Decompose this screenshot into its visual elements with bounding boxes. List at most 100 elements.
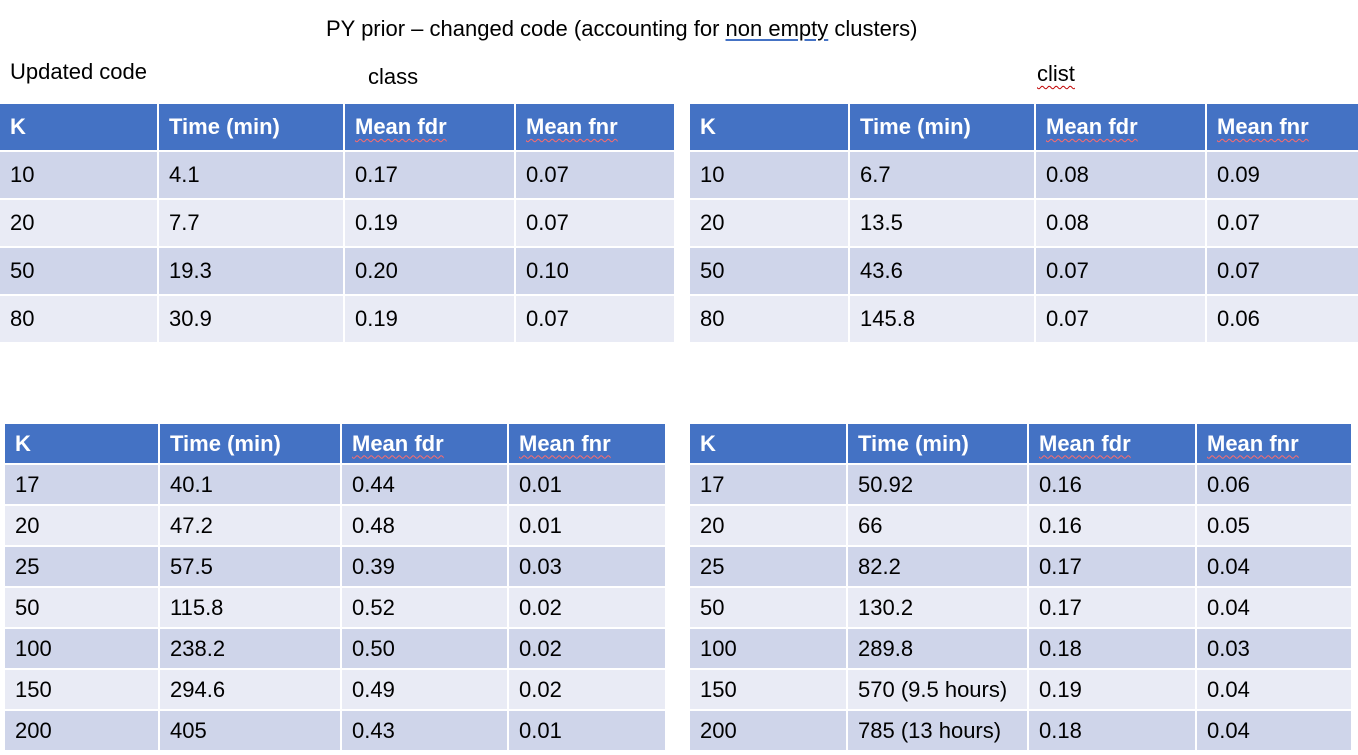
cell-k: 200 [3,709,160,752]
header-time: Time (min) [158,422,342,465]
cell-mean-fdr: 0.50 [340,627,509,670]
table-row: 20 47.2 0.48 0.01 [3,504,667,547]
cell-time: 30.9 [157,294,345,344]
cell-k: 20 [688,198,850,248]
cell-mean-fdr: 0.44 [340,463,509,506]
header-mean-fnr: Mean fnr [507,422,667,465]
cell-k: 200 [688,709,848,752]
header-k: K [688,422,848,465]
header-mean-fnr: Mean fnr [1195,422,1353,465]
table-row: 100 238.2 0.50 0.02 [3,627,667,670]
cell-time: 294.6 [158,668,342,711]
cell-mean-fnr: 0.10 [514,246,676,296]
cell-mean-fnr: 0.02 [507,627,667,670]
cell-time: 43.6 [848,246,1036,296]
table-header-row: K Time (min) Mean fdr Mean fnr [688,102,1358,152]
cell-mean-fnr: 0.03 [507,545,667,588]
cell-mean-fnr: 0.04 [1195,545,1353,588]
page-title: PY prior – changed code (accounting for … [326,16,918,42]
cell-mean-fdr: 0.52 [340,586,509,629]
cell-mean-fnr: 0.04 [1195,709,1353,752]
cell-mean-fnr: 0.04 [1195,668,1353,711]
header-mean-fnr: Mean fnr [514,102,676,152]
table-top-right: K Time (min) Mean fdr Mean fnr 10 6.7 0.08… [688,102,1358,344]
header-mean-fdr: Mean fdr [340,422,509,465]
header-time: Time (min) [848,102,1036,152]
cell-mean-fdr: 0.19 [343,294,516,344]
cell-time: 19.3 [157,246,345,296]
cell-k: 10 [0,150,159,200]
title-suffix: clusters) [828,16,918,41]
cell-mean-fdr: 0.17 [1027,586,1197,629]
cell-mean-fnr: 0.01 [507,463,667,506]
cell-mean-fnr: 0.05 [1195,504,1353,547]
cell-mean-fnr: 0.02 [507,668,667,711]
table-row: 50 130.2 0.17 0.04 [688,586,1353,629]
header-k: K [688,102,850,152]
cell-mean-fdr: 0.07 [1034,294,1207,344]
cell-k: 150 [3,668,160,711]
cell-time: 405 [158,709,342,752]
cell-time: 82.2 [846,545,1029,588]
cell-k: 17 [3,463,160,506]
cell-k: 50 [3,586,160,629]
cell-k: 50 [688,586,848,629]
title-underlined-text[interactable]: non empty [725,16,829,41]
cell-time: 570 (9.5 hours) [846,668,1029,711]
cell-mean-fdr: 0.08 [1034,198,1207,248]
cell-mean-fdr: 0.49 [340,668,509,711]
cell-mean-fdr: 0.07 [1034,246,1207,296]
table-header-row: K Time (min) Mean fdr Mean fnr [0,102,676,152]
cell-time: 289.8 [846,627,1029,670]
cell-k: 25 [688,545,848,588]
cell-k: 10 [688,150,850,200]
cell-mean-fnr: 0.03 [1195,627,1353,670]
cell-mean-fnr: 0.09 [1205,150,1358,200]
cell-mean-fnr: 0.07 [1205,246,1358,296]
table-row: 50 19.3 0.20 0.10 [0,246,676,296]
table-row: 20 66 0.16 0.05 [688,504,1353,547]
header-mean-fdr: Mean fdr [1034,102,1207,152]
cell-time: 50.92 [846,463,1029,506]
cell-k: 100 [3,627,160,670]
cell-mean-fnr: 0.07 [514,198,676,248]
cell-time: 145.8 [848,294,1036,344]
header-mean-fdr: Mean fdr [1027,422,1197,465]
cell-time: 785 (13 hours) [846,709,1029,752]
table-row: 150 570 (9.5 hours) 0.19 0.04 [688,668,1353,711]
table-header-row: K Time (min) Mean fdr Mean fnr [3,422,667,465]
class-label: class [368,64,419,89]
header-mean-fdr: Mean fdr [343,102,516,152]
table-row: 100 289.8 0.18 0.03 [688,627,1353,670]
cell-k: 17 [688,463,848,506]
table-header-row: K Time (min) Mean fdr Mean fnr [688,422,1353,465]
cell-k: 80 [0,294,159,344]
cell-time: 47.2 [158,504,342,547]
cell-mean-fdr: 0.39 [340,545,509,588]
clist-label: clist [1037,61,1075,86]
table-bottom-left: K Time (min) Mean fdr Mean fnr 17 40.1 0.4… [3,422,667,752]
cell-k: 20 [0,198,159,248]
cell-mean-fnr: 0.04 [1195,586,1353,629]
cell-time: 7.7 [157,198,345,248]
cell-mean-fnr: 0.02 [507,586,667,629]
cell-mean-fdr: 0.48 [340,504,509,547]
table-row: 80 145.8 0.07 0.06 [688,294,1358,344]
cell-mean-fnr: 0.07 [514,150,676,200]
cell-time: 130.2 [846,586,1029,629]
table-row: 25 82.2 0.17 0.04 [688,545,1353,588]
table-row: 200 785 (13 hours) 0.18 0.04 [688,709,1353,752]
header-time: Time (min) [846,422,1029,465]
table-row: 25 57.5 0.39 0.03 [3,545,667,588]
table-row: 50 115.8 0.52 0.02 [3,586,667,629]
table-row: 20 7.7 0.19 0.07 [0,198,676,248]
table-row: 10 6.7 0.08 0.09 [688,150,1358,200]
cell-mean-fdr: 0.19 [1027,668,1197,711]
updated-code-label: Updated code [10,59,147,84]
cell-mean-fdr: 0.18 [1027,627,1197,670]
cell-mean-fdr: 0.19 [343,198,516,248]
table-bottom-right: K Time (min) Mean fdr Mean fnr 17 50.92 0.… [688,422,1353,752]
cell-mean-fnr: 0.06 [1205,294,1358,344]
cell-mean-fdr: 0.16 [1027,463,1197,506]
cell-mean-fdr: 0.08 [1034,150,1207,200]
